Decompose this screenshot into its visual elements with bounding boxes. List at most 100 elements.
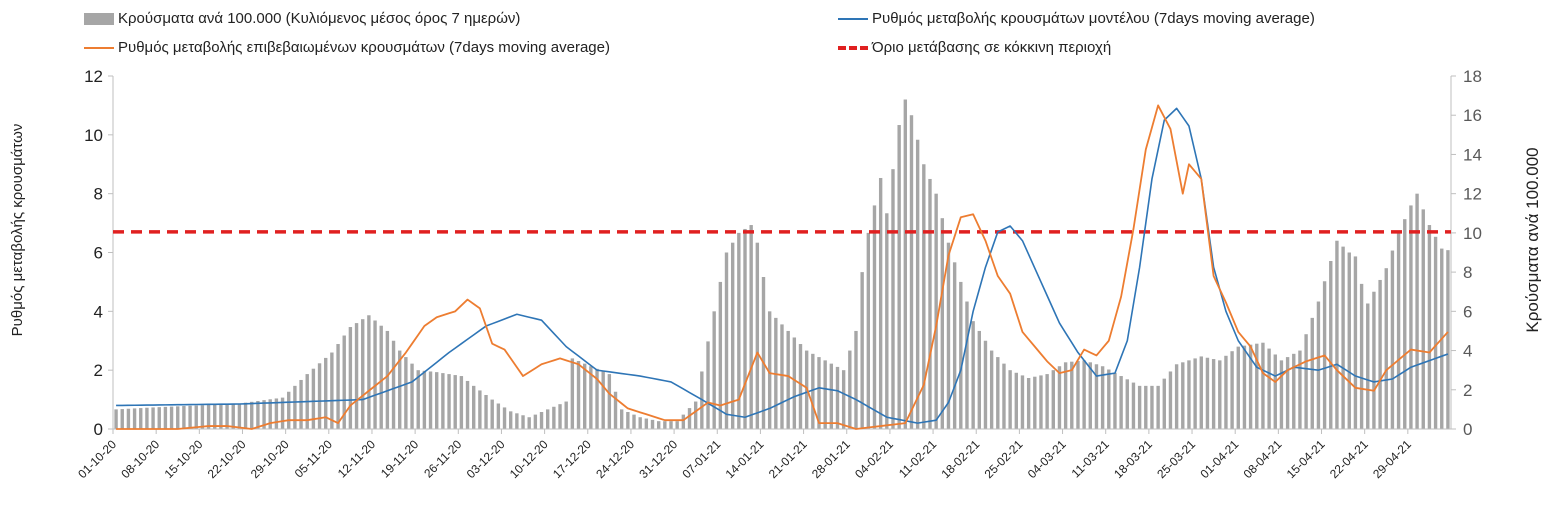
bar	[250, 401, 254, 429]
bar	[256, 400, 260, 429]
bar	[459, 376, 464, 429]
legend-label-model: Ρυθμός μεταβολής κρουσμάτων μοντέλου (7d…	[872, 10, 1315, 28]
bar	[558, 404, 562, 429]
bar	[792, 337, 797, 429]
x-tick-label: 18-03-21	[1111, 437, 1155, 481]
bar	[311, 368, 316, 429]
bar	[521, 415, 525, 429]
bar	[996, 357, 1000, 429]
bar	[1347, 252, 1351, 429]
bar	[280, 397, 285, 429]
bar	[767, 311, 772, 429]
bar	[293, 385, 297, 429]
bar	[835, 366, 840, 429]
legend-swatch-confirmed	[84, 47, 114, 50]
bar	[546, 409, 550, 429]
bar	[299, 379, 303, 429]
bar	[897, 125, 901, 429]
bar	[730, 242, 735, 429]
bar	[1230, 351, 1234, 429]
y-right-tick-label: 8	[1463, 263, 1472, 282]
legend-model: Ρυθμός μεταβολής κρουσμάτων μοντέλου (7d…	[838, 10, 1315, 28]
bar	[712, 311, 716, 429]
bar	[965, 301, 969, 429]
bar	[1446, 250, 1450, 429]
bar	[385, 330, 390, 429]
bar	[928, 178, 932, 429]
bar	[1433, 236, 1438, 429]
bar	[243, 402, 248, 429]
bar	[1242, 345, 1247, 429]
x-tick-label: 19-11-20	[378, 437, 421, 480]
bar	[934, 193, 938, 429]
bar	[811, 353, 815, 429]
bar	[663, 421, 667, 429]
x-tick-label: 11-03-21	[1069, 437, 1112, 480]
x-tick-label: 31-12-20	[636, 437, 680, 481]
bar	[1002, 363, 1006, 429]
y-right-tick-label: 14	[1463, 145, 1482, 164]
y-axis-left-title: Ρυθμός μεταβολής κρουσμάτων	[9, 124, 26, 337]
bar	[416, 370, 420, 429]
bar	[1174, 364, 1179, 429]
bar	[983, 340, 988, 429]
bar	[638, 417, 642, 429]
y-left-tick-label: 10	[84, 126, 103, 145]
bar	[132, 408, 137, 429]
bar	[1150, 385, 1154, 429]
bar	[194, 405, 198, 429]
bar	[163, 406, 168, 429]
bar	[872, 205, 877, 429]
bar	[213, 404, 217, 429]
bar	[1335, 240, 1339, 429]
bar	[231, 403, 235, 429]
x-tick-label: 04-02-21	[852, 437, 896, 481]
y-right-tick-label: 6	[1463, 302, 1472, 321]
bar	[1082, 360, 1086, 429]
y-left-tick-label: 12	[84, 67, 103, 86]
bar	[1372, 291, 1376, 429]
y-right-tick-label: 2	[1463, 381, 1472, 400]
bar	[354, 323, 359, 429]
bar	[539, 412, 544, 429]
bar	[724, 252, 729, 429]
bar	[1131, 382, 1136, 429]
bar	[1341, 246, 1345, 429]
bar	[1057, 366, 1062, 429]
bar	[780, 324, 784, 429]
bar	[336, 344, 340, 429]
y-axis-right-title: Κρούσματα ανά 100.000	[1523, 147, 1542, 332]
bar	[1125, 379, 1129, 429]
bar	[533, 414, 538, 429]
bar	[1107, 369, 1111, 429]
bar	[607, 374, 612, 429]
bar	[478, 390, 482, 429]
bar	[330, 352, 334, 429]
bar	[1378, 279, 1382, 429]
y-right-tick-label: 10	[1463, 224, 1482, 243]
bar	[755, 242, 760, 429]
bar	[1421, 209, 1425, 429]
bar	[342, 335, 346, 429]
bar	[1094, 364, 1099, 429]
x-tick-label: 21-01-21	[766, 437, 810, 481]
bar	[946, 242, 951, 429]
axes: 0 2 4 6 8 10 12 0 2 4 6 8 10 12 14 16 18 01-10-20 08-10-20…	[75, 67, 1482, 481]
x-tick-label: 07-01-21	[680, 437, 724, 481]
x-tick-label: 29-10-20	[248, 437, 292, 481]
bar	[749, 225, 753, 429]
bar	[1384, 268, 1388, 429]
bar	[373, 320, 377, 429]
bar	[564, 401, 568, 429]
bar	[848, 350, 852, 429]
bar	[287, 391, 291, 429]
bar	[854, 330, 858, 429]
y-right-tick-label: 18	[1463, 67, 1482, 86]
x-tick-label: 25-03-21	[1154, 437, 1198, 481]
bar	[145, 407, 149, 429]
bar	[1359, 283, 1364, 429]
bar	[1100, 366, 1105, 429]
bar	[1292, 353, 1296, 429]
bar	[798, 344, 803, 429]
